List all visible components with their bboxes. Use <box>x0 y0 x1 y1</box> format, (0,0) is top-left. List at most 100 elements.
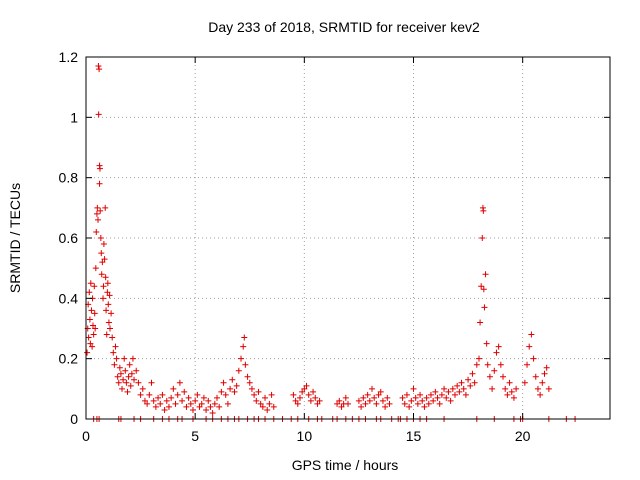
data-point <box>110 349 117 356</box>
data-point <box>432 388 439 395</box>
y-tick-label: 1 <box>70 109 78 125</box>
data-point <box>114 373 121 380</box>
data-point <box>371 394 378 401</box>
data-point <box>364 391 371 398</box>
data-points <box>84 63 579 422</box>
data-point <box>172 400 179 407</box>
data-point <box>473 361 480 368</box>
data-point <box>530 355 537 362</box>
data-point <box>528 331 535 338</box>
data-point <box>214 394 220 401</box>
data-point <box>537 391 544 398</box>
data-point <box>495 343 502 350</box>
data-point <box>126 361 133 368</box>
data-point <box>89 343 96 350</box>
data-point <box>248 385 255 392</box>
data-point <box>438 391 445 398</box>
data-point <box>209 409 216 416</box>
data-point <box>122 367 129 374</box>
gridlines <box>86 57 610 419</box>
data-point <box>355 397 362 404</box>
data-point <box>417 391 424 398</box>
data-point <box>146 391 153 398</box>
y-tick-label: 0.4 <box>59 290 79 306</box>
data-point <box>462 391 469 398</box>
x-tick-label: 15 <box>406 428 422 444</box>
data-point <box>103 331 110 338</box>
data-point <box>95 63 102 70</box>
data-point <box>231 388 238 395</box>
data-point <box>303 382 310 389</box>
data-point <box>445 388 452 395</box>
data-point <box>497 361 504 368</box>
data-point <box>98 250 105 257</box>
data-point <box>244 373 251 380</box>
data-point <box>270 403 277 410</box>
data-point <box>314 400 321 407</box>
data-point <box>305 391 312 398</box>
data-point <box>469 370 476 377</box>
data-point <box>207 403 214 410</box>
data-point <box>342 394 349 401</box>
data-point <box>129 355 136 362</box>
data-point <box>222 391 229 398</box>
data-point <box>165 403 172 410</box>
data-point <box>384 394 391 401</box>
data-point <box>362 400 369 407</box>
data-point <box>227 385 234 392</box>
y-axis-label: SRMTID / TECUs <box>7 183 23 293</box>
data-point <box>268 391 275 398</box>
data-point <box>107 325 114 332</box>
data-point <box>113 355 120 362</box>
data-point <box>479 235 486 241</box>
y-tick-label: 0.2 <box>59 351 79 367</box>
data-point <box>508 388 515 395</box>
data-point <box>141 397 148 404</box>
data-point <box>170 385 177 392</box>
data-point <box>224 400 231 407</box>
data-point <box>86 289 93 296</box>
data-point <box>181 388 188 395</box>
axis-tick-labels: 0 0.2 0.4 0.6 0.8 1 1.2 0 5 10 15 20 <box>59 49 531 444</box>
data-point <box>120 376 127 383</box>
data-point <box>502 385 509 392</box>
chart-title: Day 233 of 2018, SRMTID for receiver kev… <box>208 19 480 35</box>
data-point <box>486 373 493 380</box>
data-point <box>482 271 489 278</box>
data-point <box>481 304 488 311</box>
data-point <box>89 322 96 329</box>
x-axis-label: GPS time / hours <box>292 457 399 473</box>
data-point <box>183 403 190 410</box>
data-point <box>334 400 341 407</box>
data-point <box>115 379 122 386</box>
data-point <box>103 307 110 314</box>
data-point <box>187 400 194 407</box>
data-point <box>87 280 94 287</box>
data-point <box>148 379 155 386</box>
data-point <box>135 379 142 386</box>
data-point <box>401 400 408 407</box>
data-point <box>500 373 507 380</box>
data-point <box>168 394 175 401</box>
data-point <box>86 316 93 323</box>
data-point <box>194 391 201 398</box>
data-point <box>290 391 297 398</box>
data-point <box>155 394 162 401</box>
data-point <box>465 376 472 383</box>
data-point <box>109 334 116 341</box>
data-point <box>157 400 164 407</box>
data-point <box>242 361 249 368</box>
data-point <box>235 367 242 374</box>
data-point <box>253 397 260 404</box>
data-point <box>139 385 146 392</box>
data-point <box>545 385 552 392</box>
data-point <box>211 400 218 407</box>
data-point <box>539 379 546 386</box>
data-point <box>375 391 382 398</box>
data-point <box>200 394 207 401</box>
data-point <box>106 292 113 299</box>
data-point <box>377 388 384 395</box>
data-point <box>84 349 91 356</box>
data-point <box>88 307 95 314</box>
data-point <box>406 403 413 410</box>
